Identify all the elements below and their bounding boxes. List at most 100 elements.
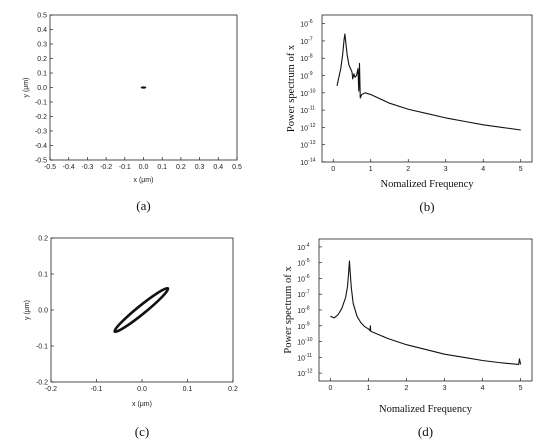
- y-tick-label: 10: [297, 355, 305, 362]
- x-tick-label: 0: [331, 166, 335, 173]
- y-tick-label: 0.0: [38, 308, 48, 315]
- x-tick-label: 0.2: [228, 386, 238, 393]
- y-tick-label: 0.1: [37, 71, 47, 78]
- chart-panel-a: -0.5 -0.4 -0.3 -0.2 -0.1 0.0 0.1 0.2 0.3 0.4 0.5 -0…: [23, 13, 242, 214]
- y-axis-label: Power spectrum of x: [286, 44, 297, 132]
- spectrum-line: [336, 33, 521, 131]
- y-tick-label: -0.1: [36, 344, 48, 351]
- y-tick-label: 0.4: [37, 27, 47, 34]
- y-tick-exponent: -10: [308, 88, 316, 94]
- y-tick-label: 10: [300, 108, 308, 115]
- plot-frame: [321, 14, 533, 163]
- y-tick-exponent: -11: [305, 353, 312, 359]
- trajectory-ellipse: [113, 286, 170, 334]
- x-tick-label: 4: [481, 166, 485, 173]
- x-tick-label: -0.1: [119, 164, 131, 171]
- y-tick-label: 10: [300, 125, 308, 132]
- y-tick-exponent: -5: [305, 258, 310, 264]
- y-tick-exponent: -8: [308, 54, 313, 60]
- y-tick-label: 10: [297, 276, 305, 283]
- y-axis-label: y (μm): [23, 78, 30, 98]
- x-tick-label: 0.4: [213, 164, 223, 171]
- y-tick-exponent: -6: [305, 274, 310, 280]
- y-tick-exponent: -12: [305, 369, 313, 375]
- y-tick-label: 0.2: [37, 56, 47, 63]
- y-tick-exponent: -14: [308, 158, 316, 164]
- y-tick-exponent: -7: [305, 290, 310, 296]
- x-tick-label: 5: [519, 385, 523, 392]
- y-tick-label: -0.2: [36, 380, 48, 387]
- y-tick-label: 10: [300, 39, 308, 46]
- y-tick-exponent: -9: [308, 71, 313, 77]
- y-tick-label: -0.5: [35, 158, 47, 165]
- trajectory-blob: [140, 86, 147, 89]
- x-tick-label: 0.2: [176, 164, 186, 171]
- y-tick-label: 0.1: [38, 272, 48, 279]
- panel-caption: (d): [418, 424, 433, 439]
- y-tick-label: 10: [297, 371, 305, 378]
- x-axis-label: Nomalized Frequency: [379, 404, 473, 415]
- y-tick-label: 10: [300, 160, 308, 167]
- y-tick-label: -0.2: [35, 114, 47, 121]
- x-axis-label: Nomalized Frequency: [380, 179, 474, 190]
- panel-caption: (c): [135, 424, 149, 439]
- x-tick-label: 0.5: [232, 164, 242, 171]
- x-tick-label: -0.1: [90, 386, 102, 393]
- x-tick-label: -0.2: [45, 386, 57, 393]
- x-tick-label: 0: [328, 385, 332, 392]
- x-tick-label: -0.2: [100, 164, 112, 171]
- x-tick-label: 0.1: [157, 164, 167, 171]
- panel-caption: (b): [419, 199, 434, 214]
- x-tick-label: -0.3: [81, 164, 93, 171]
- y-tick-label: 10: [297, 324, 305, 331]
- y-tick-label: 10: [300, 143, 308, 150]
- y-tick-label: 10: [297, 308, 305, 315]
- y-tick-label: 10: [300, 56, 308, 63]
- x-tick-label: 3: [443, 385, 447, 392]
- x-axis-label: x (μm): [132, 401, 152, 408]
- x-tick-label: 2: [405, 385, 409, 392]
- y-tick-label: -0.1: [35, 100, 47, 107]
- spectrum-line: [330, 260, 522, 365]
- y-tick-exponent: -11: [308, 106, 315, 112]
- y-tick-label: 0.0: [37, 85, 47, 92]
- y-tick-exponent: -12: [308, 123, 316, 129]
- y-tick-label: 0.3: [37, 42, 47, 49]
- x-tick-label: 4: [481, 385, 485, 392]
- x-tick-label: 0.0: [137, 386, 147, 393]
- y-tick-label: 10: [297, 340, 305, 347]
- y-tick-label: 10: [297, 292, 305, 299]
- y-tick-exponent: -4: [305, 242, 310, 248]
- panel-caption: (a): [136, 198, 150, 213]
- y-tick-exponent: -13: [308, 140, 316, 146]
- y-tick-label: 10: [297, 261, 305, 268]
- x-tick-label: 0.1: [183, 386, 193, 393]
- y-tick-label: 0.5: [37, 13, 47, 20]
- x-tick-label: 1: [366, 385, 370, 392]
- y-tick-exponent: -9: [305, 321, 310, 327]
- y-tick-label: 10: [300, 74, 308, 81]
- y-tick-exponent: -6: [308, 19, 313, 25]
- x-tick-label: -0.5: [44, 164, 56, 171]
- x-axis-label: x (μm): [134, 177, 154, 184]
- y-tick-exponent: -7: [308, 36, 313, 42]
- x-tick-label: 2: [406, 166, 410, 173]
- x-tick-label: 1: [369, 166, 373, 173]
- y-tick-label: -0.4: [35, 143, 47, 150]
- chart-panel-c: -0.2 -0.1 0.0 0.1 0.2 -0.2 -0.1 0.0 0.1 0.2 x (μm)…: [24, 236, 238, 440]
- y-axis-label: y (μm): [24, 300, 31, 320]
- y-tick-exponent: -8: [305, 306, 310, 312]
- y-tick-label: -0.3: [35, 129, 47, 136]
- x-tick-label: 0.3: [195, 164, 205, 171]
- x-tick-label: 0.0: [139, 164, 149, 171]
- plot-frame: [50, 237, 234, 383]
- y-tick-label: 0.2: [38, 236, 48, 243]
- y-tick-label: 10: [300, 91, 308, 98]
- x-tick-label: 5: [519, 166, 523, 173]
- y-tick-label: 10: [300, 22, 308, 29]
- y-tick-exponent: -10: [305, 337, 313, 343]
- y-tick-label: 10: [297, 245, 305, 252]
